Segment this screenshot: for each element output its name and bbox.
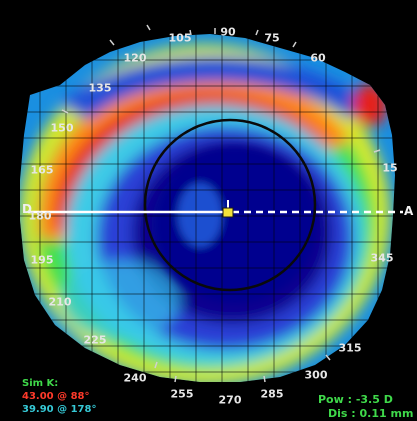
degree-label-180: 180 <box>28 209 52 223</box>
power-value: Pow : -3.5 D <box>318 393 393 406</box>
degree-label-60: 60 <box>310 51 326 65</box>
degree-label-315: 315 <box>338 341 362 355</box>
center-marker <box>222 207 234 218</box>
degree-label-120: 120 <box>123 51 147 65</box>
degree-label-300: 300 <box>304 368 328 382</box>
degree-label-105: 105 <box>168 31 192 45</box>
degree-label-90: 90 <box>220 25 236 39</box>
sim-k-label: Sim K: <box>22 378 59 389</box>
degree-label-195: 195 <box>30 253 54 267</box>
degree-label-255: 255 <box>170 387 194 401</box>
degree-label-285: 285 <box>260 387 284 401</box>
degree-label-75: 75 <box>264 31 280 45</box>
degree-label-345: 345 <box>370 251 394 265</box>
degree-label-225: 225 <box>83 333 107 347</box>
side-marker-right: A <box>404 204 414 218</box>
distance-value: Dis : 0.11 mm <box>328 407 414 420</box>
sim-k-reading-2: 39.90 @ 178° <box>22 404 97 415</box>
degree-label-15: 15 <box>382 161 398 175</box>
sim-k-panel: Sim K: 43.00 @ 88° 39.90 @ 178° <box>22 377 96 416</box>
side-marker-left: D <box>22 202 32 216</box>
degree-label-135: 135 <box>88 81 112 95</box>
degree-label-150: 150 <box>50 121 74 135</box>
ring-ticks <box>61 24 386 383</box>
degree-label-240: 240 <box>123 371 147 385</box>
degree-label-270: 270 <box>218 393 242 407</box>
degree-label-165: 165 <box>30 163 54 177</box>
degree-label-210: 210 <box>48 295 72 309</box>
pupil-circle <box>143 118 317 292</box>
power-panel: Pow : -3.5 D Dis : 0.11 mm <box>318 393 413 421</box>
sim-k-reading-1: 43.00 @ 88° <box>22 391 90 402</box>
